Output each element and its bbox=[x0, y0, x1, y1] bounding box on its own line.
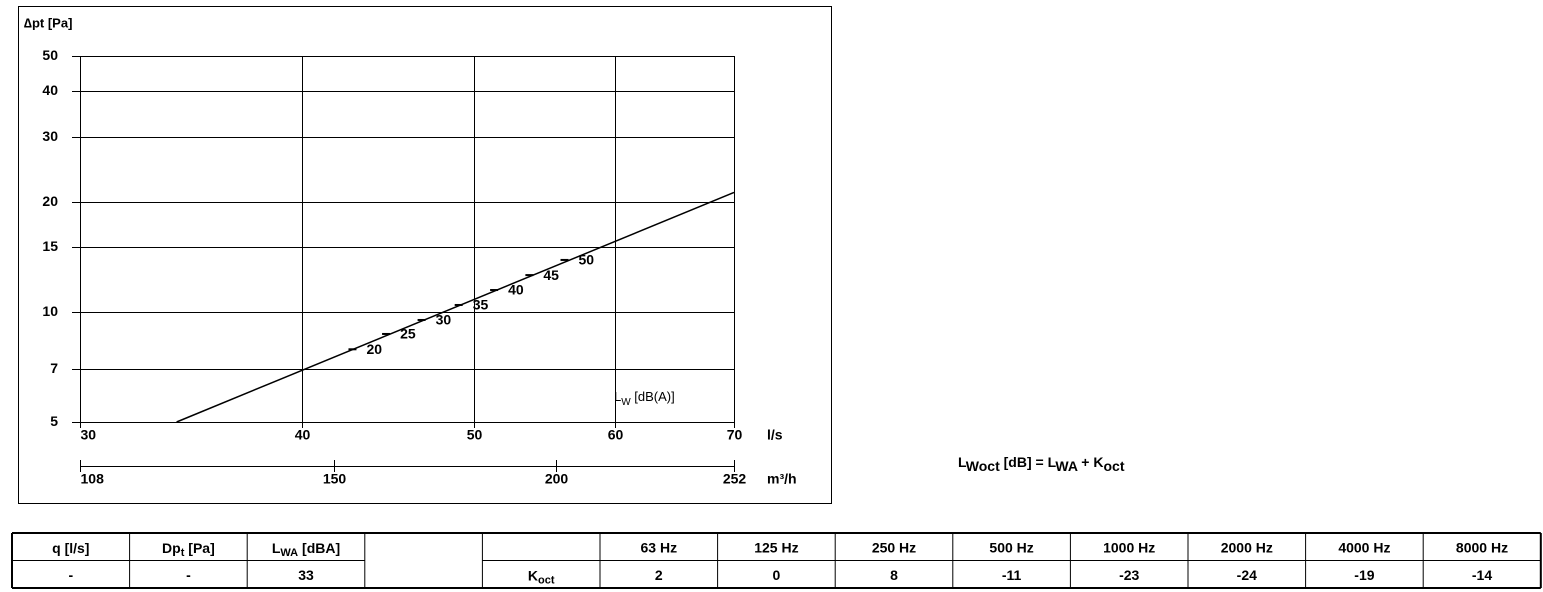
y-tick-label: 30 bbox=[42, 128, 58, 144]
band-header: 8000 Hz bbox=[1456, 539, 1508, 555]
koct-value: -24 bbox=[1237, 567, 1257, 583]
sound-level-label: 25 bbox=[400, 326, 416, 342]
x-axis-label: l/s bbox=[767, 427, 783, 443]
table bbox=[11, 532, 1542, 589]
sound-level-label: 50 bbox=[579, 252, 595, 268]
sound-level-label: 45 bbox=[543, 267, 559, 283]
koct-value: 8 bbox=[890, 567, 898, 583]
table-header-part: Dp bbox=[162, 539, 181, 555]
x-tick-label: 30 bbox=[81, 427, 97, 443]
table-header: Dpt [Pa] bbox=[162, 539, 215, 558]
sound-level-label: 30 bbox=[436, 312, 452, 328]
formula-sub: Woct bbox=[966, 458, 1000, 474]
y-tick-label: 10 bbox=[42, 303, 58, 319]
table-header-part: q [l/s] bbox=[52, 539, 89, 555]
x-tick-label: 40 bbox=[295, 427, 311, 443]
koct-value: 0 bbox=[773, 567, 781, 583]
koct-value: -23 bbox=[1119, 567, 1139, 583]
table-cell: - bbox=[186, 567, 191, 583]
table-header-sub: WA bbox=[280, 547, 298, 559]
sound-level-label: 20 bbox=[366, 341, 382, 357]
table-header-part: [dBA] bbox=[298, 539, 340, 555]
x-tick-label: 50 bbox=[467, 427, 483, 443]
koct-value: -19 bbox=[1354, 567, 1374, 583]
x2-tick-label: 252 bbox=[723, 471, 747, 487]
y-tick-label: 50 bbox=[42, 47, 58, 63]
table-header: q [l/s] bbox=[52, 539, 89, 555]
table-header-part: L bbox=[272, 539, 281, 555]
curve bbox=[176, 191, 735, 423]
formula-sub: WA bbox=[1055, 458, 1077, 474]
band-header: 4000 Hz bbox=[1338, 539, 1390, 555]
x-tick-label: 60 bbox=[608, 427, 624, 443]
sound-level-legend-part: [dB(A)] bbox=[631, 389, 675, 404]
sound-level-legend: LW [dB(A)] bbox=[614, 389, 675, 407]
band-header: 63 Hz bbox=[641, 539, 678, 555]
koct-value: -14 bbox=[1472, 567, 1492, 583]
koct-label: Koct bbox=[528, 567, 555, 586]
x-tick-label: 70 bbox=[727, 427, 743, 443]
band-header: 2000 Hz bbox=[1221, 539, 1273, 555]
sound-level-legend-sub: W bbox=[621, 397, 631, 408]
x2-tick-label: 108 bbox=[81, 471, 105, 487]
x2-tick-label: 200 bbox=[545, 471, 569, 487]
table-header-part: [Pa] bbox=[184, 539, 214, 555]
table-cell: 33 bbox=[298, 567, 314, 583]
x2-tick-label: 150 bbox=[323, 471, 347, 487]
band-header: 250 Hz bbox=[872, 539, 916, 555]
table-cell: - bbox=[68, 567, 73, 583]
y-tick-label: 40 bbox=[42, 82, 58, 98]
y-axis-label: ∆pt [Pa] bbox=[24, 15, 72, 30]
band-header: 500 Hz bbox=[989, 539, 1033, 555]
y-tick-label: 5 bbox=[50, 413, 58, 429]
table-header: LWA [dBA] bbox=[272, 539, 340, 558]
sound-level-legend-part: L bbox=[614, 389, 621, 404]
koct-label-part: K bbox=[528, 567, 538, 583]
y-tick-label: 15 bbox=[42, 238, 58, 254]
formula-sub: oct bbox=[1104, 458, 1125, 474]
formula-part: L bbox=[958, 454, 967, 470]
chart-frame bbox=[18, 6, 832, 504]
koct-value: -11 bbox=[1002, 567, 1022, 583]
formula-part: + K bbox=[1077, 454, 1103, 470]
band-header: 125 Hz bbox=[754, 539, 798, 555]
sound-level-label: 40 bbox=[508, 282, 524, 298]
koct-value: 2 bbox=[655, 567, 663, 583]
sound-level-label: 35 bbox=[473, 297, 489, 313]
y-tick-label: 20 bbox=[42, 193, 58, 209]
koct-label-sub: oct bbox=[538, 574, 555, 586]
table-header-sub: t bbox=[181, 547, 185, 559]
x2-axis-label: m³/h bbox=[767, 471, 797, 487]
y-tick-label: 7 bbox=[50, 360, 58, 376]
formula-part: [dB] = L bbox=[1000, 454, 1057, 470]
formula: LWoct [dB] = LWA + Koct bbox=[958, 454, 1125, 474]
band-header: 1000 Hz bbox=[1103, 539, 1155, 555]
